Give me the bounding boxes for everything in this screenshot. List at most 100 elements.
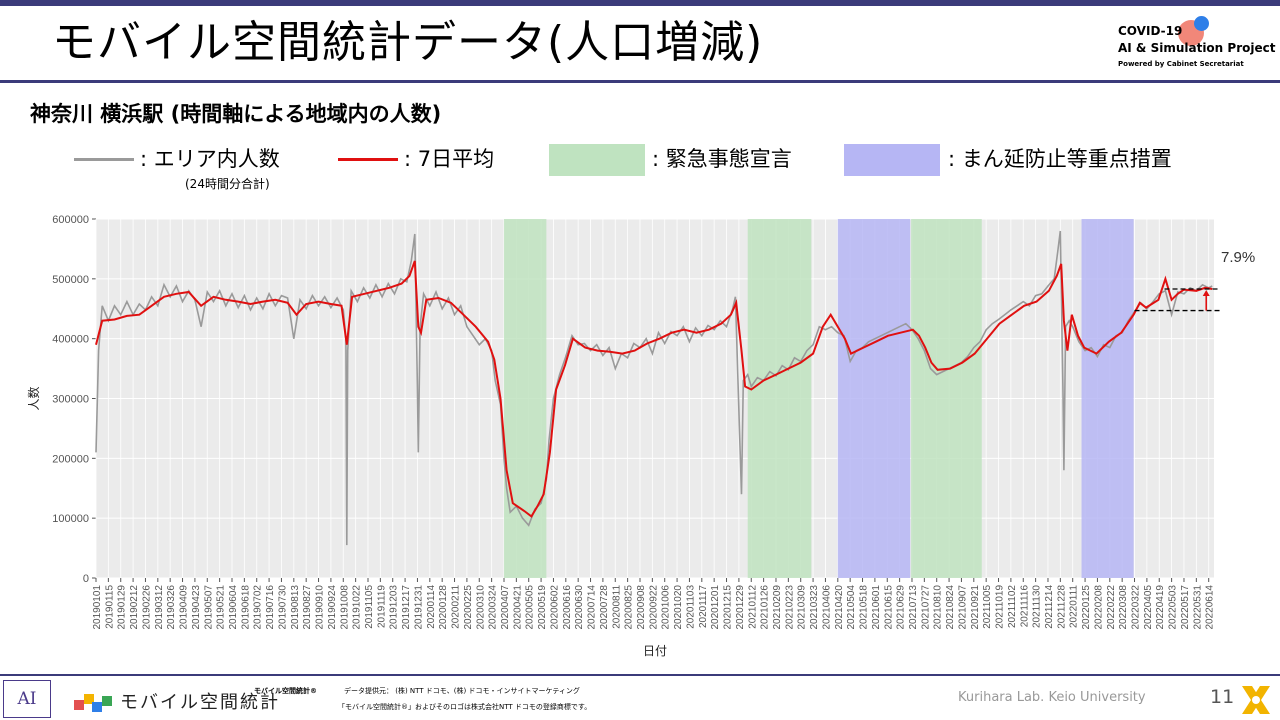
- x-tick-label: 20201201: [710, 585, 721, 630]
- x-tick-label: 20210223: [784, 585, 795, 630]
- x-tick-label: 20210727: [920, 585, 931, 630]
- footer-trademark: 「モバイル空間統計®」およびそのロゴは株式会社NTT ドコモの登録商標です。: [338, 703, 592, 711]
- x-tick-label: 20200225: [463, 585, 474, 630]
- x-tick-label: 20200714: [587, 585, 598, 630]
- x-tick-label: 20190212: [129, 585, 140, 630]
- x-tick-label: 20201215: [723, 585, 734, 630]
- x-tick-label: 20200407: [500, 585, 511, 630]
- emergency-period-band: [911, 219, 982, 578]
- x-tick-label: 20190101: [92, 585, 103, 630]
- annotation-arrow-head: [1202, 290, 1210, 297]
- x-tick-label: 20190702: [253, 585, 264, 630]
- cubes-logo-icon: [74, 694, 112, 712]
- population-chart: 0 100000 200000 300000 400000 500000 600000 201…: [26, 214, 1255, 658]
- x-tick-label: 20211214: [1044, 585, 1055, 629]
- x-tick-label: 20211228: [1056, 585, 1067, 629]
- lab-credit: Kurihara Lab. Keio University: [958, 690, 1146, 705]
- x-tick-label: 20191119: [376, 585, 387, 628]
- x-tick-label: 20191231: [413, 585, 424, 630]
- x-tick-label: 20191105: [364, 585, 375, 629]
- y-tick-label: 500000: [52, 274, 89, 286]
- footer-divider: [0, 674, 1280, 676]
- x-tick-label: 20220125: [1081, 585, 1092, 630]
- x-tick-label: 20220614: [1205, 585, 1216, 630]
- x-tick-label: 20210518: [859, 585, 870, 630]
- x-tick-label: 20190423: [191, 585, 202, 630]
- x-tick-label: 20200908: [636, 585, 647, 630]
- x-tick-label: 20220222: [1106, 585, 1117, 630]
- project-logo: COVID-19 AI & Simulation Project Powered…: [1118, 14, 1278, 74]
- legend-priority-label: : まん延防止等重点措置: [948, 147, 1172, 171]
- legend-priority-swatch: [844, 144, 940, 176]
- x-tick-label: 20220111: [1069, 585, 1080, 628]
- logo-line-1: COVID-19: [1118, 24, 1183, 38]
- logo-line-2: AI & Simulation Project: [1118, 41, 1276, 55]
- priority-period-band: [837, 219, 911, 578]
- x-tick-label: 20190730: [277, 585, 288, 630]
- x-tick-label: 20200114: [426, 585, 437, 629]
- x-tick-label: 20190827: [302, 585, 313, 630]
- legend-raw-label: : エリア内人数: [140, 147, 280, 171]
- x-tick-label: 20210810: [933, 585, 944, 630]
- x-tick-label: 20190409: [179, 585, 190, 630]
- x-tick-label: 20191203: [389, 585, 400, 630]
- x-tick-label: 20200630: [574, 585, 585, 630]
- chart-subtitle: 神奈川 横浜駅 (時間軸による地域内の人数): [30, 102, 442, 126]
- x-tick-label: 20190115: [104, 585, 115, 629]
- x-tick-label: 20200505: [525, 585, 536, 630]
- x-tick-label: 20200616: [562, 585, 573, 630]
- page-title: モバイル空間統計データ(人口増減): [52, 17, 764, 68]
- x-axis-label: 日付: [643, 644, 667, 658]
- legend-avg-swatch: [338, 158, 398, 161]
- legend-avg-label: : 7日平均: [404, 147, 495, 171]
- page-number: 11: [1210, 686, 1235, 708]
- x-tick-label: 20201229: [735, 585, 746, 630]
- x-tick-label: 20211116: [1019, 585, 1030, 628]
- x-tick-label: 20210406: [821, 585, 832, 630]
- footer-source: データ提供元： (株) NTT ドコモ、(株) ドコモ・インサイトマーケティング: [344, 687, 580, 695]
- x-tick-label: 20211102: [1007, 585, 1018, 628]
- logo-blue-circle-icon: [1194, 16, 1209, 31]
- x-logo-icon: [1242, 686, 1270, 714]
- top-accent-bar: [0, 0, 1280, 6]
- y-tick-label: 400000: [52, 334, 89, 346]
- x-tick-label: 20220308: [1118, 585, 1129, 630]
- footer-brand: モバイル空間統計: [120, 692, 280, 713]
- x-tick-label: 20210824: [945, 585, 956, 630]
- x-tick-label: 20220322: [1131, 585, 1142, 630]
- x-tick-label: 20200324: [488, 585, 499, 630]
- x-tick-label: 20190924: [327, 585, 338, 630]
- emergency-period-band: [503, 219, 547, 578]
- x-tick-label: 20200728: [599, 585, 610, 630]
- logo-line-3: Powered by Cabinet Secretariat: [1118, 60, 1244, 68]
- x-tick-label: 20210713: [908, 585, 919, 630]
- x-tick-label: 20190618: [240, 585, 251, 630]
- x-tick-label: 20211005: [982, 585, 993, 629]
- title-divider: [0, 80, 1280, 83]
- series-raw-line: [95, 230, 1213, 546]
- x-tick-label: 20190226: [141, 585, 152, 630]
- x-tick-label: 20220405: [1143, 585, 1154, 630]
- x-tick-label: 20191008: [339, 585, 350, 630]
- legend-emergency-label: : 緊急事態宣言: [652, 147, 792, 171]
- x-tick-label: 20200128: [438, 585, 449, 630]
- x-tick-label: 20211019: [995, 585, 1006, 629]
- x-tick-label: 20190521: [216, 585, 227, 630]
- x-tick-label: 20200310: [475, 585, 486, 630]
- x-tick-label: 20210601: [871, 585, 882, 630]
- x-tick-label: 20210907: [957, 585, 968, 630]
- legend-raw-swatch: [74, 158, 134, 161]
- series-7day-avg-line: [95, 260, 1213, 518]
- x-tick-label: 20201006: [661, 585, 672, 630]
- x-tick-label: 20190910: [315, 585, 326, 630]
- legend-emergency-swatch: [549, 144, 645, 176]
- x-tick-label: 20190507: [203, 585, 214, 630]
- x-tick-label: 20220531: [1192, 585, 1203, 630]
- x-tick-label: 20220517: [1180, 585, 1191, 630]
- annotation-label: 7.9%: [1221, 249, 1255, 266]
- x-tick-label: 20210629: [896, 585, 907, 630]
- x-tick-label: 20190129: [117, 585, 128, 630]
- y-tick-label: 200000: [52, 453, 89, 465]
- x-tick-label: 20201103: [685, 585, 696, 629]
- ai-mark-logo: AI: [3, 680, 51, 718]
